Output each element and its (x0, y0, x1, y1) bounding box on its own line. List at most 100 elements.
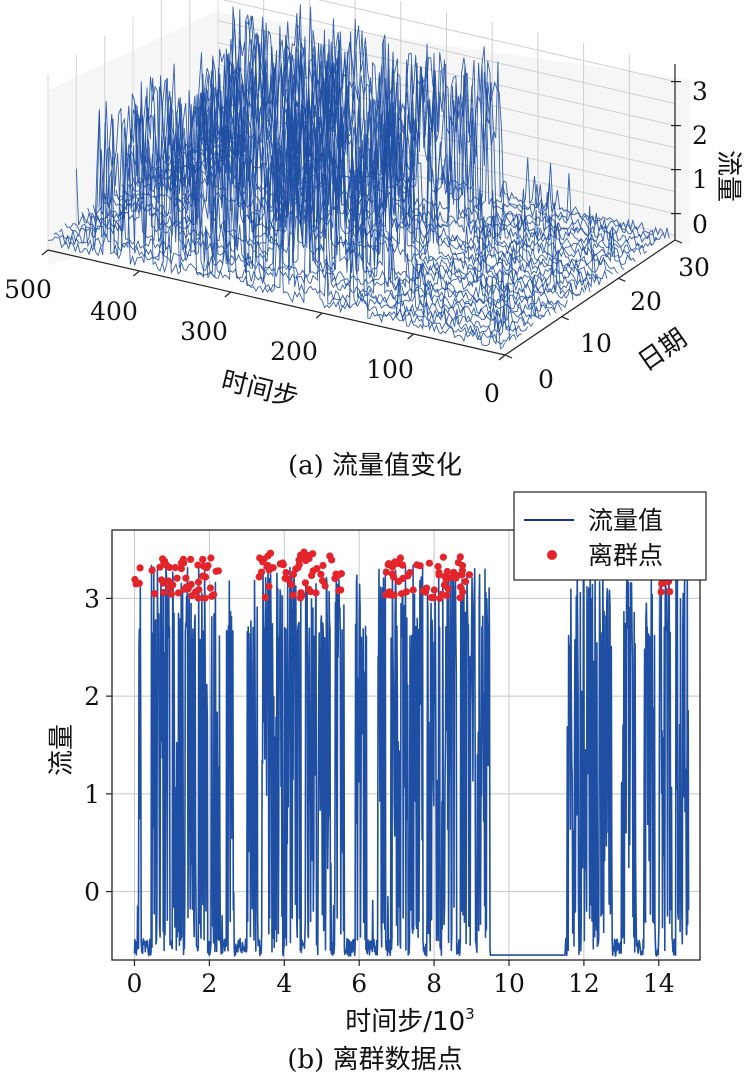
x-tick-label: 10 (493, 969, 525, 998)
outlier-point (259, 558, 267, 566)
x-tick-label: 8 (426, 969, 442, 998)
outlier-point (174, 589, 183, 597)
outlier-point (199, 555, 207, 564)
x-tick-label: 6 (351, 969, 367, 998)
y-tick-label: 3 (84, 584, 100, 613)
plot-frame (111, 529, 701, 961)
outlier-point (169, 581, 177, 589)
outlier-point (309, 550, 317, 558)
outlier-point (279, 559, 287, 567)
axes-3d (41, 64, 683, 361)
outlier-point (131, 575, 139, 584)
caption-b: (b) 离群数据点 (287, 1045, 462, 1075)
series-line-day (109, 83, 568, 308)
outlier-point (305, 555, 313, 563)
outlier-point (297, 551, 305, 559)
x-tick-mark (133, 270, 140, 277)
outlier-point (297, 589, 305, 597)
outlier-point (177, 559, 185, 567)
outlier-point (456, 553, 464, 561)
x-tick-label: 12 (568, 969, 600, 998)
x-axis-3d (47, 249, 506, 356)
series-line-day (206, 4, 665, 243)
x-tick-3d: 500 (4, 275, 52, 304)
outlier-point (439, 553, 447, 561)
outlier-point (301, 579, 309, 587)
outlier-point (257, 568, 266, 576)
outlier-point (393, 559, 402, 568)
series-lines-3d (47, 4, 670, 350)
outlier-point (282, 569, 290, 577)
outlier-point (384, 561, 392, 569)
legend-entry-outlier: 离群点 (588, 541, 663, 570)
outlier-point (194, 561, 202, 569)
outlier-point (335, 586, 343, 595)
outlier-point (207, 554, 215, 562)
outlier-point (319, 561, 327, 570)
x-tick-3d: 400 (90, 297, 138, 326)
outlier-point (416, 562, 424, 570)
outlier-point (462, 578, 470, 586)
series-line-day (70, 97, 529, 332)
x-axis-label-2d: 时间步/103 (345, 1005, 474, 1037)
x-tick-3d: 0 (484, 379, 500, 408)
y-tick-label: 0 (84, 878, 100, 907)
y-tick-mark (618, 277, 626, 282)
caption-a: (a) 流量值变化 (288, 451, 462, 481)
outlier-point (261, 593, 269, 602)
outlier-point (398, 590, 406, 598)
outlier-point (452, 574, 460, 582)
outlier-point (396, 554, 404, 562)
y-tick-3d: 0 (538, 365, 554, 394)
outlier-point (210, 591, 218, 599)
outlier-point (194, 594, 202, 602)
outlier-point (446, 574, 454, 582)
outlier-point (173, 574, 181, 582)
outlier-point (429, 594, 437, 602)
legend-dot-swatch (547, 550, 557, 560)
series-line-day (177, 38, 636, 263)
outlier-point (159, 555, 167, 563)
z-axis-label-3d: 流量 (713, 150, 743, 202)
y-tick-label: 2 (84, 682, 100, 711)
legend-box (513, 491, 707, 581)
x-ticks-2d: 0 2 4 6 8 10 12 14 (127, 960, 675, 998)
z-tick-3d: 1 (692, 165, 708, 194)
outlier-point (148, 566, 156, 575)
outlier-point (425, 559, 433, 567)
outlier-point (435, 569, 443, 577)
series-line-day (47, 122, 506, 350)
outlier-point (406, 568, 414, 577)
outlier-point (136, 564, 144, 572)
outlier-point (156, 563, 164, 571)
x-axis-label-sup: 3 (465, 1005, 475, 1023)
x-tick-mark (498, 354, 506, 361)
outlier-point (395, 577, 403, 586)
x-tick-3d: 200 (270, 337, 318, 366)
outlier-point (382, 568, 390, 576)
outlier-point (187, 580, 195, 589)
flow-line (133, 563, 690, 957)
outlier-point (328, 556, 336, 564)
outlier-point (308, 571, 316, 580)
outlier-point (409, 586, 417, 594)
x-axis-label-3d: 时间步 (218, 366, 301, 414)
y-tick-label: 1 (84, 780, 100, 809)
outlier-point (177, 565, 185, 573)
outlier-point (265, 582, 273, 591)
y-tick-3d: 20 (630, 287, 662, 316)
y-tick-3d: 10 (580, 329, 612, 358)
chart-3d-flow-change: 时间步 日期 流量 500 400 300 200 100 0 0 10 20 … (4, 0, 743, 414)
outlier-point (419, 587, 427, 595)
outlier-point (312, 589, 320, 597)
outlier-point (317, 570, 325, 578)
x-tick-mark (315, 312, 323, 319)
y-tick-mark (504, 354, 513, 359)
outlier-point (281, 574, 289, 582)
outlier-point (265, 566, 273, 574)
outlier-point (390, 591, 398, 599)
outlier-point (167, 590, 175, 598)
outlier-point (182, 574, 190, 582)
y-axis-label-3d: 日期 (633, 323, 693, 377)
